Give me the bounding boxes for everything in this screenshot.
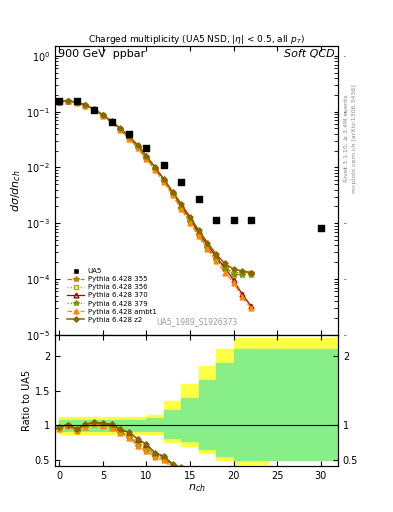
Point [196,195,202,203]
Text: 900 GeV  ppbar: 900 GeV ppbar [58,49,145,59]
Y-axis label: $d\sigma/dn_{ch}$: $d\sigma/dn_{ch}$ [9,169,23,212]
Point [108,118,115,126]
Title: Charged multiplicity (UA5 NSD, $|\eta|$ < 0.5, all $p_T$): Charged multiplicity (UA5 NSD, $|\eta|$ … [88,33,305,46]
Text: Rivet 3.1.10, ≥ 3.4M events: Rivet 3.1.10, ≥ 3.4M events [344,94,349,182]
Text: Soft QCD: Soft QCD [285,49,335,59]
Point [56,97,62,105]
X-axis label: $n_{ch}$: $n_{ch}$ [187,482,206,494]
Text: mcplots.cern.ch [arXiv:1306.3436]: mcplots.cern.ch [arXiv:1306.3436] [352,84,357,193]
Point [91,106,97,115]
Point [318,224,324,232]
Point [73,97,80,105]
Y-axis label: Ratio to UA5: Ratio to UA5 [22,370,32,431]
Legend: UA5, Pythia 6.428 355, Pythia 6.428 356, Pythia 6.428 370, Pythia 6.428 379, Pyt: UA5, Pythia 6.428 355, Pythia 6.428 356,… [64,265,160,326]
Text: UA5_1989_S1926373: UA5_1989_S1926373 [156,317,237,326]
Point [143,144,150,153]
Point [248,216,254,224]
Point [126,130,132,138]
Point [178,178,184,186]
Point [161,161,167,169]
Point [213,216,219,224]
Point [230,216,237,224]
